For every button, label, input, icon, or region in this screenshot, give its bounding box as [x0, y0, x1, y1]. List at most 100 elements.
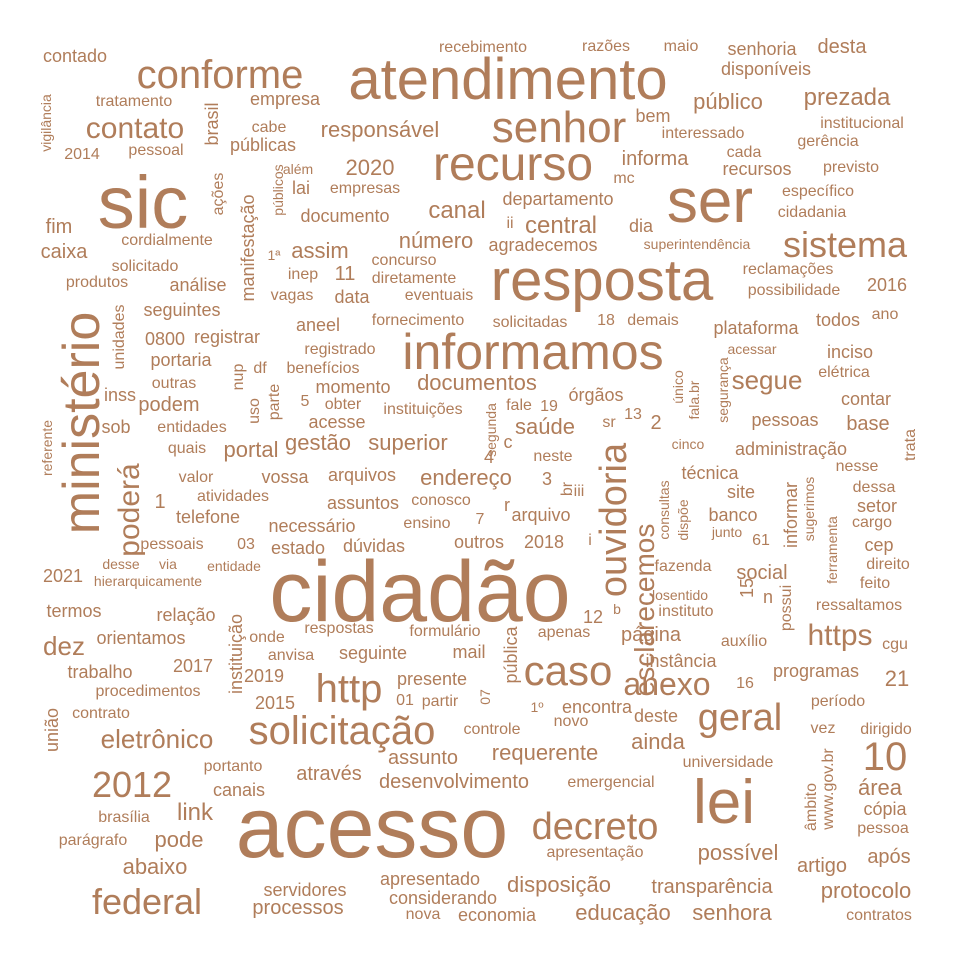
cloud-word: protocolo — [820, 878, 912, 903]
cloud-word: recursos — [722, 159, 792, 179]
cloud-word: informamos — [402, 324, 664, 380]
cloud-word: anvisa — [267, 647, 315, 664]
cloud-word: área — [857, 775, 903, 800]
cloud-word: gestão — [284, 430, 352, 455]
cloud-word: vez — [810, 720, 836, 737]
cloud-word: possível — [697, 840, 779, 865]
cloud-word: recebimento — [438, 39, 528, 56]
cloud-word: conosco — [411, 492, 471, 509]
cloud-word: vossa — [261, 467, 309, 487]
cloud-word: contado — [42, 46, 108, 66]
cloud-word: 0800 — [144, 329, 186, 349]
cloud-word: abaixo — [122, 854, 188, 879]
cloud-word: união — [42, 707, 62, 753]
cloud-word: tratamento — [95, 93, 173, 110]
cloud-word: setor — [856, 496, 898, 516]
cloud-word: orientamos — [96, 628, 186, 648]
cloud-word: 7 — [475, 511, 485, 528]
cloud-word: relação — [156, 605, 216, 625]
cloud-word: respostas — [304, 620, 374, 637]
cloud-word: administração — [734, 439, 848, 459]
cloud-word: ressaltamos — [815, 597, 903, 614]
cloud-word: conforme — [136, 53, 304, 97]
cloud-word: central — [524, 212, 598, 239]
cloud-word: www.gov.br — [820, 748, 837, 830]
cloud-word: formulário — [409, 623, 481, 640]
cloud-word: site — [726, 482, 756, 502]
cloud-word: banco — [708, 505, 758, 525]
cloud-word: social — [736, 562, 788, 584]
cloud-word: manifestação — [238, 194, 258, 302]
cloud-word: sic — [97, 161, 189, 244]
cloud-word: prezada — [803, 84, 891, 111]
cloud-word: cidadão — [269, 544, 571, 640]
cloud-word: emergencial — [567, 774, 655, 791]
cloud-word: ano — [871, 306, 899, 323]
cloud-word: empresas — [329, 180, 401, 197]
cloud-word: junto — [711, 524, 743, 540]
cloud-word: outros — [453, 532, 505, 552]
cloud-word: presente — [396, 669, 468, 689]
cloud-word: fala.br — [686, 380, 702, 420]
cloud-word: anexo — [623, 666, 711, 702]
cloud-word: consultas — [656, 480, 672, 540]
cloud-word: razões — [581, 38, 631, 55]
cloud-word: número — [398, 228, 474, 253]
cloud-word: 16 — [736, 675, 754, 692]
cloud-word: agradecemos — [488, 235, 598, 255]
cloud-word: 2019 — [243, 666, 285, 686]
cloud-word: através — [296, 763, 362, 785]
cloud-word: 19 — [540, 398, 558, 415]
cloud-word: ainda — [631, 729, 685, 754]
cloud-word: superior — [368, 430, 448, 455]
cloud-word: mc — [613, 170, 635, 187]
cloud-word: seguintes — [143, 300, 221, 320]
cloud-word: 01 — [396, 692, 414, 709]
cloud-word: 10 — [862, 735, 908, 779]
cloud-word: 2 — [650, 412, 662, 434]
cloud-word: registrar — [193, 327, 261, 347]
cloud-word: programas — [772, 661, 860, 681]
cloud-word: cabe — [251, 119, 287, 136]
cloud-word: saúde — [515, 414, 575, 439]
cloud-word: encontra — [561, 697, 633, 717]
cloud-word: solicitação — [248, 709, 436, 753]
cloud-word: cinco — [671, 436, 705, 452]
cloud-word: 3 — [541, 469, 553, 489]
cloud-word: dúvidas — [342, 536, 406, 556]
cloud-word: assim — [291, 238, 349, 263]
cloud-word: r — [504, 495, 510, 515]
cloud-word: geral — [697, 697, 783, 739]
cloud-word: bem — [635, 106, 671, 126]
cloud-word: superintendência — [643, 236, 751, 252]
cloud-word: 2018 — [523, 532, 565, 552]
cloud-word: 2012 — [91, 764, 173, 805]
cloud-word: diretamente — [371, 270, 457, 287]
cloud-word: ferramenta — [824, 516, 840, 584]
cloud-word: direito — [866, 556, 910, 573]
cloud-word: senhoria — [727, 39, 797, 59]
cloud-word: maio — [663, 38, 699, 55]
cloud-word: feito — [859, 575, 891, 592]
cloud-word: 2015 — [254, 693, 296, 713]
cloud-word: data — [334, 287, 370, 307]
cloud-word: pessoais — [140, 536, 204, 553]
cloud-word: possibilidade — [747, 282, 841, 299]
cloud-word: artigo — [796, 855, 848, 877]
cloud-word: vagas — [270, 287, 314, 304]
cloud-word: cópia — [863, 799, 907, 819]
cloud-word: transparência — [651, 876, 773, 898]
cloud-word: apenas — [537, 624, 591, 641]
cloud-word: portal — [223, 437, 279, 462]
cloud-word: controle — [463, 721, 521, 738]
cloud-word: podem — [138, 394, 200, 416]
cloud-word: dessa — [852, 479, 896, 496]
cloud-word: análise — [169, 275, 227, 295]
cloud-word: dez — [43, 631, 85, 661]
cloud-word: requerente — [491, 740, 599, 765]
cloud-word: 11 — [334, 263, 356, 285]
cloud-word: br — [559, 481, 576, 497]
cloud-word: gerência — [797, 133, 859, 150]
cloud-word: dispõe — [675, 499, 691, 541]
